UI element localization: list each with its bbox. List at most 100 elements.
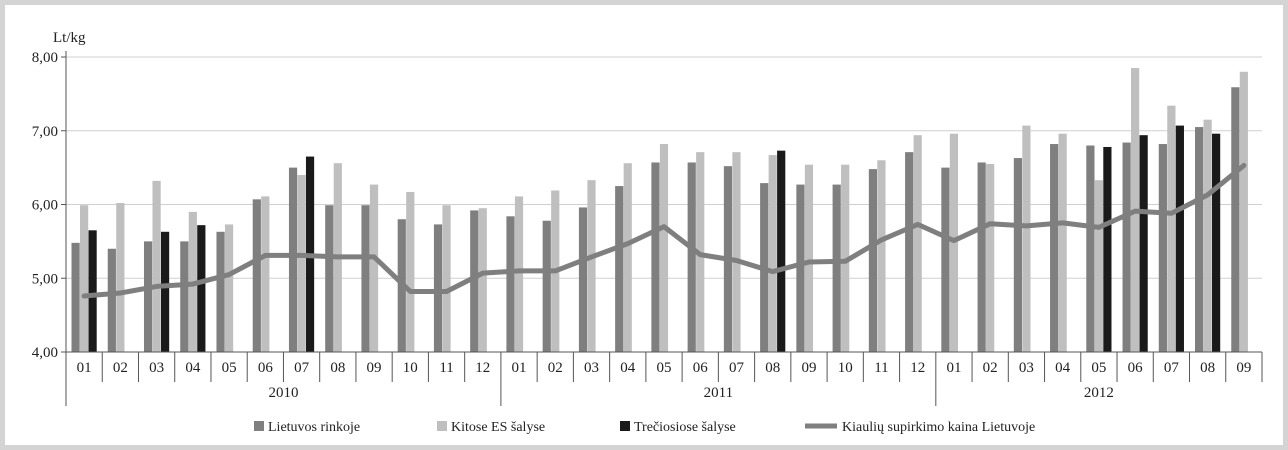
- month-label: 08: [765, 360, 780, 376]
- bar-1: [1158, 144, 1167, 352]
- month-label: 06: [1128, 360, 1144, 376]
- bar-2: [514, 196, 524, 352]
- bar-1: [941, 167, 950, 352]
- bar-1: [1050, 144, 1059, 352]
- bar-1: [433, 224, 443, 352]
- bar-1: [288, 167, 298, 352]
- legend-label: Lietuvos rinkoje: [268, 420, 360, 435]
- bar-1: [1013, 158, 1023, 352]
- month-label: 10: [838, 360, 853, 376]
- bar-1: [687, 162, 696, 352]
- legend-label: Kitose ES šalyse: [451, 420, 545, 435]
- bar-2: [587, 180, 596, 352]
- bar-3: [1212, 133, 1221, 352]
- legend: Lietuvos rinkoje Kitose ES šalyse Trečiosi…: [254, 420, 1035, 435]
- month-label: 04: [185, 360, 201, 376]
- legend-swatch: [437, 421, 447, 431]
- bar-2: [224, 224, 234, 352]
- bar-1: [1122, 142, 1131, 352]
- bar-1: [252, 199, 261, 352]
- bar-1: [868, 169, 878, 352]
- bar-1: [506, 216, 515, 352]
- month-label: 02: [113, 360, 128, 376]
- bar-line-chart: 4,00 5,00 6,00 7,00 8,00 01 02 03 04 05 06 07 08 09 10…: [32, 30, 1263, 435]
- bar-1: [470, 210, 479, 352]
- bar-1: [361, 205, 370, 352]
- month-label: 07: [729, 360, 745, 376]
- y-tick-label: 4,00: [32, 345, 58, 361]
- month-label: 07: [294, 360, 310, 376]
- bar-2: [1239, 71, 1248, 352]
- bar-2: [1203, 119, 1212, 352]
- y-axis-label: Lt/kg: [53, 30, 86, 46]
- bar-2: [369, 184, 379, 352]
- bar-3: [777, 150, 786, 352]
- bar-2: [804, 164, 814, 352]
- bar-1: [905, 152, 914, 352]
- month-label: 01: [77, 360, 92, 376]
- year-label: 2012: [1084, 385, 1114, 401]
- bar-1: [325, 205, 334, 352]
- bar-1: [542, 220, 551, 352]
- bar-1: [143, 241, 153, 352]
- bar-2: [442, 205, 451, 352]
- bar-1: [180, 241, 189, 352]
- bar-1: [107, 248, 116, 352]
- month-label: 04: [1055, 360, 1071, 376]
- month-label: 03: [1019, 360, 1034, 376]
- bar-3: [197, 225, 206, 352]
- month-label: 05: [1091, 360, 1106, 376]
- bar-2: [1167, 105, 1176, 352]
- month-label: 08: [1200, 360, 1215, 376]
- bar-3: [88, 230, 97, 352]
- y-tick-label: 6,00: [32, 198, 58, 214]
- price-line: [81, 162, 1247, 299]
- legend-swatch: [620, 421, 630, 431]
- bar-1: [832, 184, 841, 352]
- bar-2: [406, 191, 415, 352]
- month-label: 02: [548, 360, 563, 376]
- bars-group: [71, 68, 1248, 353]
- month-label: 04: [620, 360, 636, 376]
- bar-1: [1231, 87, 1240, 353]
- bar-1: [977, 162, 986, 352]
- month-label: 02: [983, 360, 998, 376]
- bar-2: [768, 155, 777, 352]
- line-group: [81, 162, 1247, 299]
- bar-2: [623, 163, 632, 352]
- bar-3: [1139, 135, 1148, 352]
- bar-2: [1058, 133, 1067, 352]
- month-label: 07: [1164, 360, 1180, 376]
- bar-1: [216, 231, 225, 352]
- bar-3: [160, 231, 170, 352]
- bar-2: [261, 196, 270, 352]
- bar-2: [986, 163, 995, 352]
- legend-label: Kiaulių supirkimo kaina Lietuvoje: [842, 420, 1035, 435]
- bar-1: [1195, 127, 1204, 352]
- month-label: 11: [874, 360, 888, 376]
- month-label: 01: [512, 360, 527, 376]
- bar-2: [877, 160, 886, 352]
- month-label: 06: [693, 360, 709, 376]
- bar-1: [1086, 145, 1095, 352]
- bar-2: [841, 164, 850, 352]
- bar-2: [1022, 125, 1031, 353]
- legend-swatch: [254, 421, 264, 431]
- month-label: 05: [657, 360, 672, 376]
- month-label: 09: [367, 360, 382, 376]
- bar-3: [1175, 125, 1184, 353]
- month-label: 09: [1236, 360, 1251, 376]
- month-label: 12: [475, 360, 490, 376]
- bar-2: [80, 205, 89, 352]
- bar-2: [659, 144, 669, 352]
- bar-2: [1094, 180, 1103, 352]
- y-tick-label: 5,00: [32, 271, 58, 287]
- month-label: 06: [258, 360, 274, 376]
- bar-2: [732, 152, 741, 352]
- month-label: 12: [910, 360, 925, 376]
- axes-group: 4,00 5,00 6,00 7,00 8,00 01 02 03 04 05 06 07 08 09 10…: [32, 50, 1263, 406]
- month-label: 09: [801, 360, 816, 376]
- year-label: 2011: [704, 385, 733, 401]
- legend-label: Trečiosiose šalyse: [634, 420, 736, 435]
